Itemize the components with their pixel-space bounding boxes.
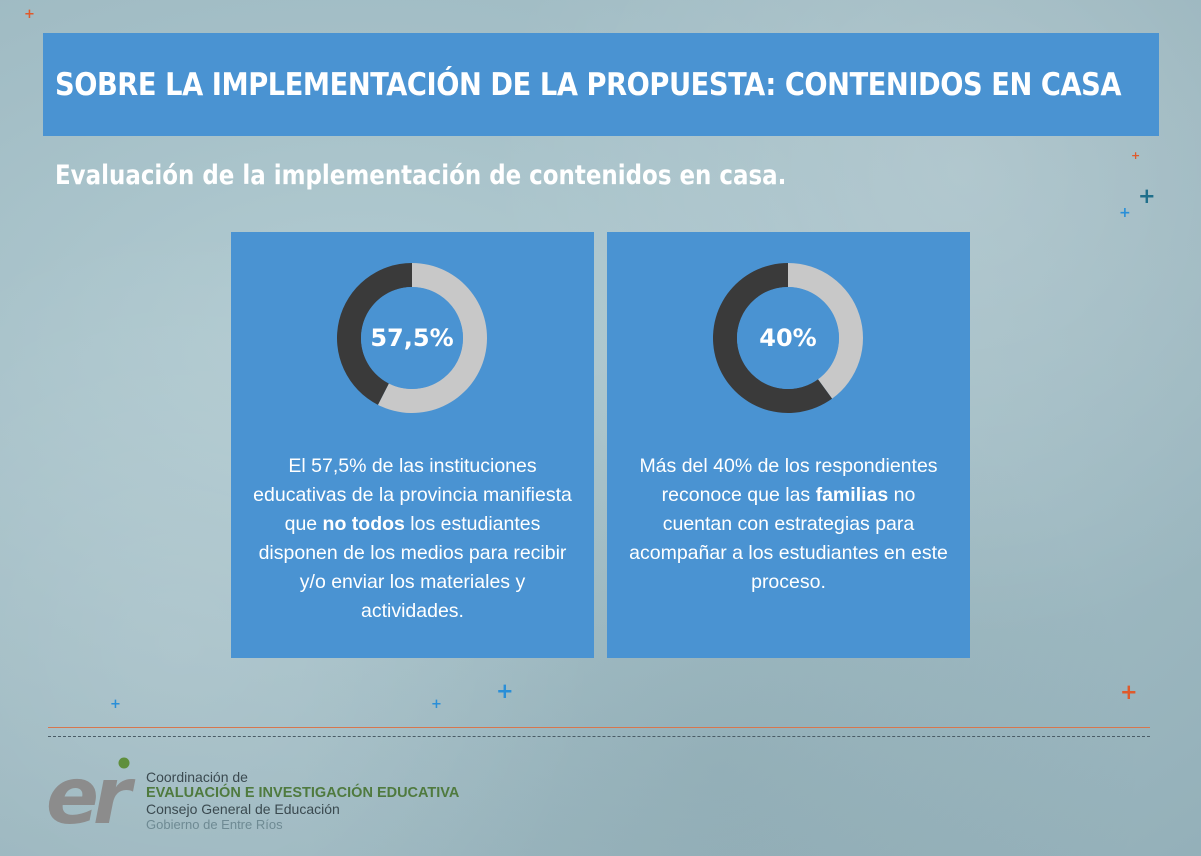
stat-desc-text: Más del 40% de los respondientes reconoc… <box>639 455 938 506</box>
donut-chart-2 <box>713 263 863 413</box>
er-logo: er <box>46 755 139 830</box>
stat-desc-text: no cuentan con estrategias para acompaña… <box>629 484 948 593</box>
stat-card-1: 57,5% El 57,5% de las instituciones educ… <box>231 232 594 658</box>
plus-icon: + <box>496 679 514 703</box>
stat-desc-emphasis: no todos <box>322 513 405 535</box>
title-banner: SOBRE LA IMPLEMENTACIÓN DE LA PROPUESTA:… <box>43 33 1159 136</box>
plus-icon: + <box>1131 149 1141 162</box>
plus-icon: + <box>1119 205 1131 221</box>
stat-description-2: Más del 40% de los respondientes reconoc… <box>627 452 950 597</box>
stat-desc-emphasis: familias <box>815 484 889 506</box>
donut-hole <box>737 287 839 389</box>
org-line-1: Coordinación de <box>146 769 248 785</box>
logo-dot <box>118 757 130 769</box>
stat-desc-text: El 57,5% de las instituciones educativas… <box>253 455 572 535</box>
plus-icon: + <box>24 7 35 22</box>
plus-icon: + <box>1120 680 1138 704</box>
donut-slice-remainder <box>713 263 833 413</box>
donut-slice-highlight <box>377 263 487 413</box>
plus-icon: + <box>110 697 121 712</box>
donut-slice-remainder <box>337 263 412 405</box>
plus-icon: + <box>1138 184 1156 208</box>
org-line-3: Consejo General de Educación <box>146 801 340 817</box>
footer-divider <box>48 727 1150 728</box>
footer-dashed-divider <box>48 736 1150 737</box>
organization-block: Coordinación de EVALUACIÓN E INVESTIGACI… <box>146 769 459 833</box>
stat-card-2: 40% Más del 40% de los respondientes rec… <box>607 232 970 658</box>
stat-description-1: El 57,5% de las instituciones educativas… <box>251 452 574 626</box>
donut-chart-1 <box>337 263 487 413</box>
page-subtitle: Evaluación de la implementación de conte… <box>55 160 787 191</box>
donut-slice-highlight <box>788 263 863 399</box>
donut-hole <box>361 287 463 389</box>
org-line-2: EVALUACIÓN E INVESTIGACIÓN EDUCATIVA <box>146 785 460 801</box>
stat-desc-text: los estudiantes disponen de los medios p… <box>258 513 567 622</box>
page-title: SOBRE LA IMPLEMENTACIÓN DE LA PROPUESTA:… <box>55 66 1122 103</box>
org-line-4: Gobierno de Entre Ríos <box>146 817 283 832</box>
plus-icon: + <box>431 697 442 712</box>
donut-percent-label-1: 57,5% <box>370 324 454 352</box>
donut-percent-label-2: 40% <box>759 324 817 352</box>
